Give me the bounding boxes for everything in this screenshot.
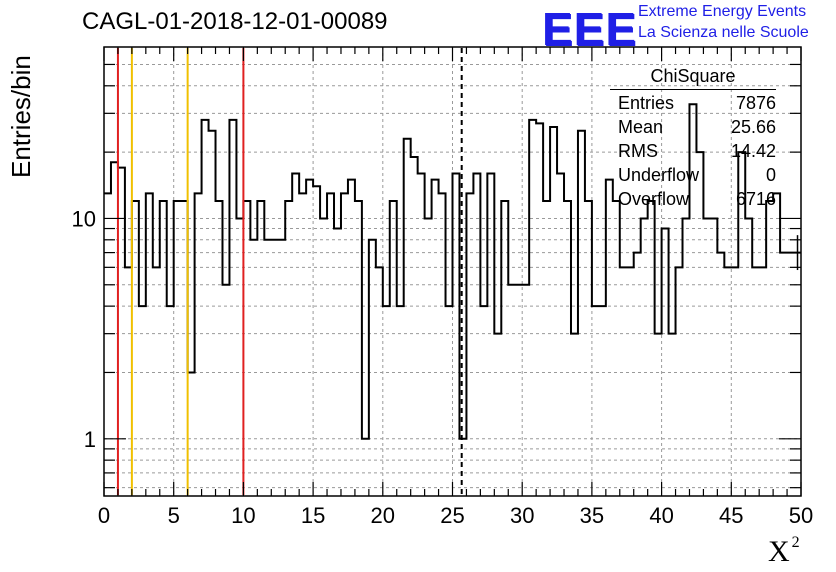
- chart-title: CAGL-01-2018-12-01-00089: [82, 8, 388, 35]
- stats-label: RMS: [618, 141, 658, 161]
- marker-lines: [116, 48, 463, 495]
- logo-line-1: Extreme Energy Events: [638, 3, 807, 20]
- stats-row: Mean 25.66: [610, 115, 776, 139]
- x-tick-label: 30: [510, 503, 534, 528]
- y-tick-label: 10: [72, 206, 96, 231]
- y-tick-label: 1: [84, 427, 96, 452]
- stats-row: Underflow 0: [610, 163, 776, 187]
- stats-row: Entries 7876: [610, 91, 776, 115]
- stats-label: Overflow: [618, 189, 690, 209]
- stats-value: 7876: [735, 93, 776, 113]
- stats-label: Mean: [618, 117, 664, 137]
- x-tick-label: 40: [649, 503, 673, 528]
- stats-box: ChiSquare Entries 7876 Mean 25.66 RMS 14.42…: [610, 66, 776, 211]
- x-tick-label: 20: [371, 503, 395, 528]
- x-tick-label: 45: [719, 503, 743, 528]
- histogram-line: [104, 103, 801, 440]
- logo-line-2: La Scienza nelle Scuole: [638, 24, 809, 41]
- stats-value: 6716: [735, 189, 776, 209]
- stats-label: Underflow: [618, 165, 700, 185]
- stats-row: RMS 14.42: [610, 139, 776, 163]
- x-tick-label: 5: [168, 503, 180, 528]
- x-tick-label: 25: [440, 503, 464, 528]
- x-axis-label-text: X: [768, 535, 790, 568]
- stats-value: 25.66: [730, 117, 776, 137]
- tick-labels: 0 5 10 15 20 25 30 35 40 45 50 1 10: [72, 206, 814, 528]
- x-axis-label-superscript: 2: [791, 534, 800, 551]
- stats-value: 0: [765, 165, 776, 185]
- stats-row: Overflow 6716: [610, 187, 776, 211]
- x-tick-label: 50: [789, 503, 813, 528]
- axis-ticks: [103, 47, 802, 496]
- x-tick-label: 35: [580, 503, 604, 528]
- x-tick-label: 10: [231, 503, 255, 528]
- stats-value: 14.42: [730, 141, 776, 161]
- stats-box-title: ChiSquare: [610, 66, 776, 90]
- x-tick-label: 15: [301, 503, 325, 528]
- stats-label: Entries: [618, 93, 675, 113]
- y-axis-label: Entries/bin: [6, 55, 36, 178]
- eee-logo: EEE: [542, 3, 638, 55]
- x-tick-label: 0: [98, 503, 110, 528]
